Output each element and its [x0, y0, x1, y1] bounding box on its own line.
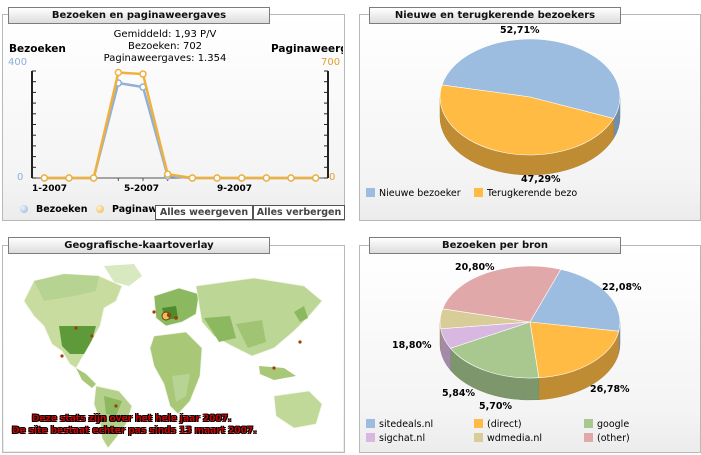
stat-visits: Bezoeken: 702 — [127, 41, 203, 52]
pie2-legend-google-swatch — [584, 419, 593, 428]
legend-visits-dot — [20, 205, 28, 213]
series-point-1 — [213, 174, 221, 182]
x-tick-label-1: 1-2007 — [32, 184, 68, 194]
pie2-legend-sitedeals-swatch — [366, 419, 375, 428]
legend-visits[interactable]: Bezoeken — [20, 204, 87, 215]
pie2-label-google: 18,80% — [392, 340, 432, 351]
series-line-1 — [44, 71, 316, 180]
series-point-1 — [139, 70, 147, 78]
legend-pageviews-dot — [96, 205, 104, 213]
pie1-legend-returning-swatch — [474, 188, 483, 197]
stat-average: Gemiddeld: 1,93 P/V — [113, 29, 217, 40]
left-axis-label: Bezoeken — [9, 43, 66, 55]
series-point-1 — [65, 174, 73, 182]
x-tick-label-9: 9-2007 — [217, 184, 253, 194]
pie2-label-other: 26,78% — [590, 384, 630, 395]
pie2-legend-google: google — [584, 419, 629, 430]
pie2-legend-direct-swatch — [474, 419, 483, 428]
pie1-label-returning: 47,29% — [521, 174, 561, 185]
series-point-1 — [262, 174, 271, 182]
show-all-button[interactable]: Alles weergeven — [155, 205, 253, 220]
series-point-1 — [40, 174, 49, 182]
x-tick-label-5: 5-2007 — [124, 184, 160, 194]
pie2-legend-other: (other) — [584, 433, 630, 444]
right-axis-label: Paginaweerg — [271, 43, 343, 55]
series-point-1 — [163, 170, 172, 178]
pie2-legend-wdmedia-swatch — [474, 433, 483, 442]
geo-map-title: Geografische-kaartoverlay — [8, 237, 270, 254]
pie2-legend-direct: (direct) — [474, 419, 522, 430]
series-point-1 — [311, 174, 320, 182]
series-point-1 — [188, 174, 197, 182]
visits-pageviews-panel — [2, 14, 345, 221]
pie2-label-sigchat: 5,84% — [442, 388, 475, 399]
pie2-legend-sigchat: sigchat.nl — [366, 433, 425, 444]
pie1-slice-0 — [441, 38, 621, 119]
new-returning-pie — [439, 38, 621, 176]
pie2-label-sitedeals: 22,08% — [602, 282, 642, 293]
left-axis-max: 400 — [8, 57, 28, 68]
pie2-label-wdmedia: 5,70% — [479, 401, 512, 412]
hide-all-button[interactable]: Alles verbergen — [253, 205, 345, 220]
right-axis-min: 0 — [329, 172, 336, 183]
map-note-line2: De site bestaat echter pas sinds 13 maar… — [12, 426, 257, 436]
stat-pageviews: Paginaweergaves: 1.354 — [103, 53, 227, 64]
pie2-legend-wdmedia: wdmedia.nl — [474, 433, 542, 444]
pie2-slice-0 — [529, 269, 621, 332]
pie2-slice-2 — [449, 321, 540, 379]
pie2-legend-sitedeals: sitedeals.nl — [366, 419, 433, 430]
pie1-legend-returning: Terugkerende bezo — [474, 188, 577, 199]
pie2-slice-1 — [529, 321, 620, 379]
pie2-legend-other-swatch — [584, 433, 593, 442]
series-point-1 — [114, 68, 123, 77]
pie2-label-direct: 20,80% — [455, 262, 495, 273]
map-note-line1: Deze stats zijn over het hele jaar 2007. — [32, 414, 232, 424]
pie1-legend-new: Nieuwe bezoeker — [366, 188, 461, 199]
series-point-1 — [287, 174, 295, 182]
right-axis-max: 700 — [321, 57, 341, 68]
series-point-1 — [237, 174, 246, 182]
pie1-label-new: 52,71% — [500, 25, 540, 36]
series-point-1 — [89, 174, 98, 182]
pie2-legend-sigchat-swatch — [366, 433, 375, 442]
pie1-slice-1 — [439, 84, 615, 156]
visits-pageviews-title: Bezoeken en paginaweergaves — [8, 7, 270, 24]
sources-title: Bezoeken per bron — [369, 237, 621, 254]
line-chart — [31, 68, 329, 182]
new-returning-title: Nieuwe en terugkerende bezoekers — [369, 7, 621, 24]
world-map[interactable] — [4, 256, 343, 451]
pie1-legend-new-swatch — [366, 188, 375, 197]
legend-pageviews[interactable]: Paginaw — [96, 204, 156, 215]
left-axis-min: 0 — [17, 172, 24, 183]
pie2-slice-5 — [442, 265, 562, 323]
